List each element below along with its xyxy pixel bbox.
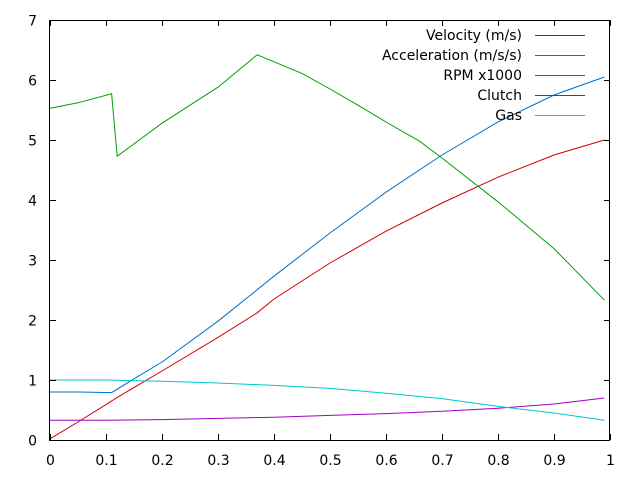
tick-layer: 0 0.1 0.2 0.3 0.4 0.5 0.6 0.7 0.8 0.9 1 0 1 2 3 4 5 6 7 [28, 14, 615, 470]
y-tick-label: 3 [28, 254, 37, 270]
series-line-1 [49, 54, 605, 301]
series-line-2 [50, 76, 605, 394]
x-tick-label: 1 [606, 453, 615, 469]
x-tick-label: 0.2 [151, 453, 173, 469]
x-tick-label: 0.9 [543, 453, 565, 469]
series-line-4 [50, 379, 605, 421]
y-tick-label: 5 [28, 134, 37, 150]
y-tick-label: 6 [28, 74, 37, 90]
legend: Velocity (m/s) Acceleration (m/s/s) RPM x1… [382, 28, 585, 124]
y-tick-label: 7 [28, 14, 37, 30]
legend-label: Gas [495, 108, 522, 124]
y-tick-label: 4 [28, 194, 37, 210]
legend-label: Acceleration (m/s/s) [382, 48, 522, 64]
x-tick-label: 0.8 [487, 453, 509, 469]
plot-frame [49, 20, 610, 441]
x-tick-label: 0.6 [375, 453, 397, 469]
x-tick-label: 0 [46, 453, 55, 469]
y-tick-label: 1 [28, 374, 37, 390]
x-tick-label: 0.1 [95, 453, 117, 469]
legend-label: RPM x1000 [443, 68, 522, 84]
series-layer [49, 54, 605, 440]
legend-label: Velocity (m/s) [426, 28, 522, 44]
x-tick-label: 0.3 [207, 453, 229, 469]
legend-label: Clutch [477, 88, 522, 104]
y-tick-label: 0 [28, 434, 37, 450]
x-tick-label: 0.7 [431, 453, 453, 469]
series-line-3 [50, 397, 605, 421]
y-tick-label: 2 [28, 314, 37, 330]
x-tick-label: 0.4 [263, 453, 285, 469]
x-tick-label: 0.5 [319, 453, 341, 469]
series-line-0 [49, 139, 605, 440]
